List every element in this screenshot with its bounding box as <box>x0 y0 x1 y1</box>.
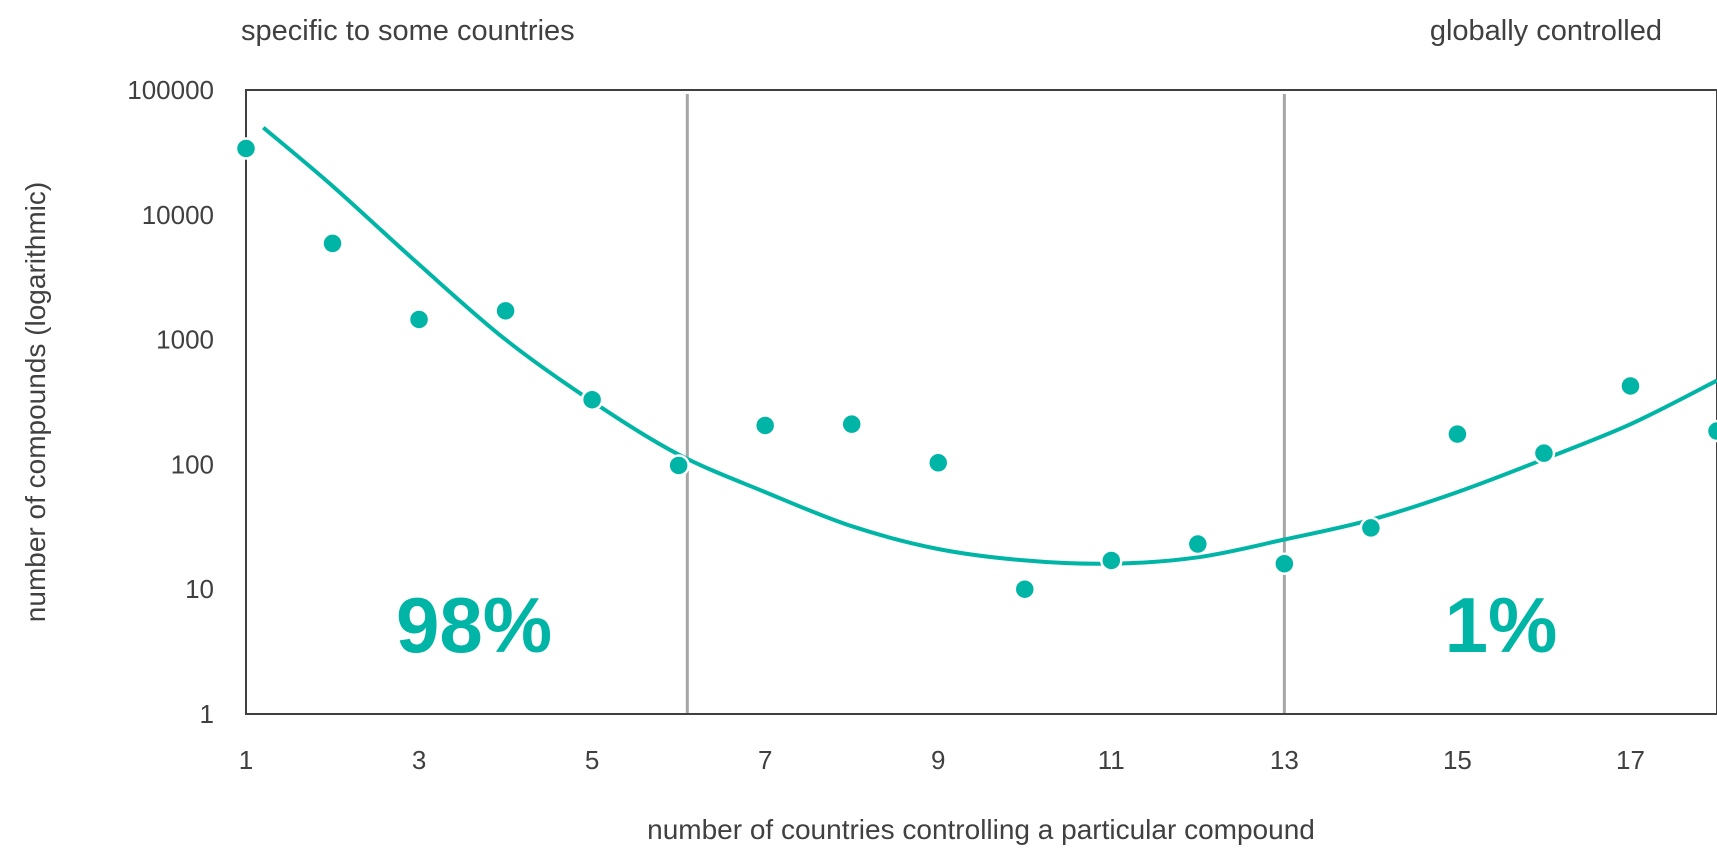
data-point <box>753 414 777 437</box>
x-tick-label: 1 <box>239 745 253 775</box>
trendline <box>262 126 1717 566</box>
x-axis-ticks: 1 3 5 7 9 11 13 15 17 <box>239 745 1645 775</box>
x-tick-label: 13 <box>1270 745 1299 775</box>
y-axis-ticks: 1 10 100 1000 10000 100000 <box>127 75 214 729</box>
left-percent-label: 98% <box>396 581 552 669</box>
data-point <box>1619 374 1642 398</box>
x-tick-label: 5 <box>585 745 599 775</box>
right-percent-label: 1% <box>1445 581 1558 669</box>
data-point <box>926 451 950 475</box>
x-tick-label: 15 <box>1443 745 1472 775</box>
data-point <box>1359 516 1383 540</box>
data-point <box>407 308 431 331</box>
y-tick-label: 100 <box>171 449 214 479</box>
data-point <box>321 232 344 255</box>
y-tick-label: 1 <box>200 699 214 729</box>
data-point <box>1705 419 1717 443</box>
data-point <box>234 137 258 160</box>
y-tick-label: 100000 <box>127 75 214 105</box>
y-tick-label: 10 <box>185 574 214 604</box>
x-tick-label: 3 <box>412 745 426 775</box>
x-tick-label: 11 <box>1098 745 1125 775</box>
plot-frame <box>245 89 1717 715</box>
x-tick-label: 9 <box>931 745 945 775</box>
y-tick-label: 10000 <box>142 200 214 230</box>
left-region-label: specific to some countries <box>241 15 575 47</box>
data-point <box>1446 422 1469 446</box>
y-axis-title: number of compounds (logarithmic) <box>20 182 51 622</box>
data-point <box>840 412 863 436</box>
data-points <box>234 137 1717 601</box>
right-region-label: globally controlled <box>1430 15 1662 47</box>
data-point <box>494 299 517 323</box>
data-point <box>1186 532 1210 556</box>
x-tick-label: 7 <box>758 745 772 775</box>
x-axis-title: number of countries controlling a partic… <box>647 814 1315 845</box>
y-tick-label: 1000 <box>156 325 214 355</box>
region-dividers <box>685 94 1286 714</box>
data-point <box>1100 549 1123 572</box>
x-tick-label: 17 <box>1616 745 1645 775</box>
data-point <box>580 388 604 411</box>
data-point <box>1013 577 1037 601</box>
data-point <box>667 454 690 477</box>
data-point <box>1273 552 1296 575</box>
data-point <box>1532 441 1556 465</box>
